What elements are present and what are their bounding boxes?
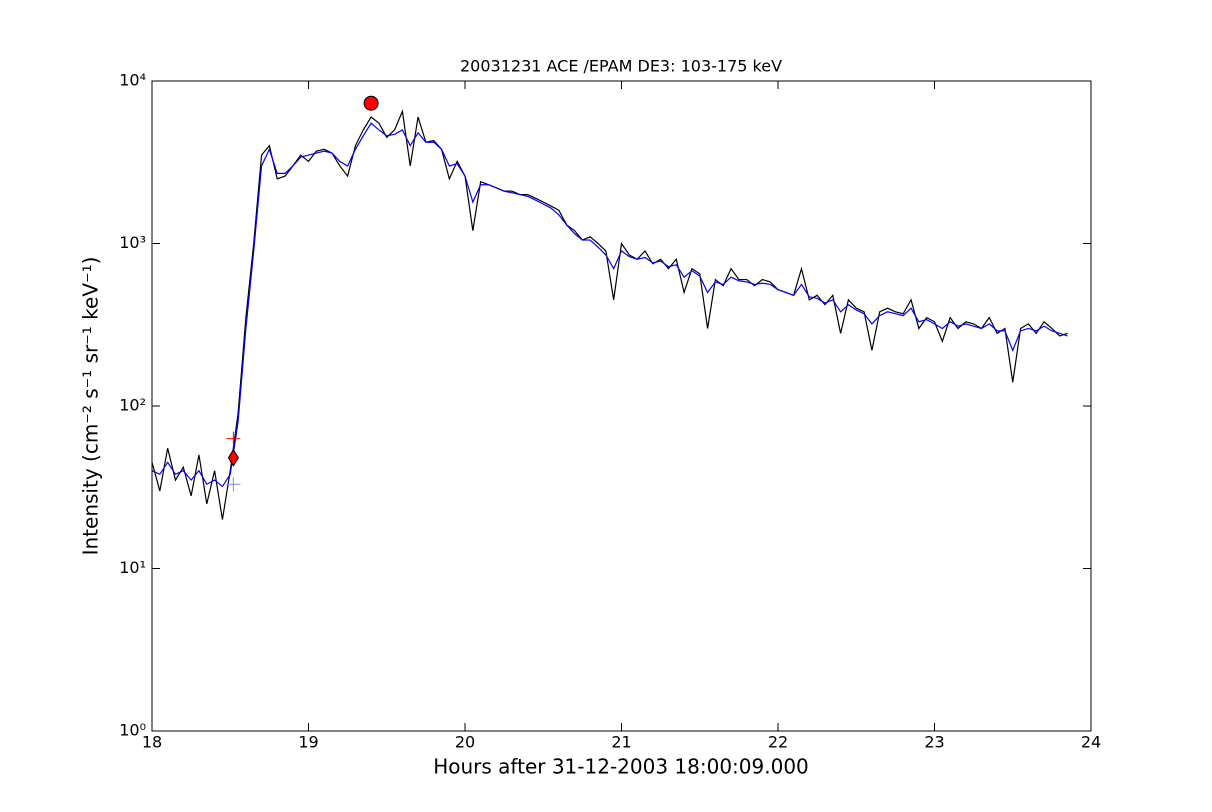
data-line: [151, 122, 1068, 488]
error-marker: [226, 431, 241, 446]
y-tick-label: 10⁴: [119, 71, 146, 90]
x-tick-label: 21: [611, 733, 631, 752]
x-tick-label: 24: [1081, 733, 1101, 752]
axes-frame: [151, 80, 1092, 732]
error-marker: [226, 477, 241, 492]
peak-marker: [363, 95, 379, 111]
y-tick-label: 10³: [119, 233, 146, 252]
y-axis-label: Intensity (cm⁻² s⁻¹ sr⁻¹ keV⁻¹): [79, 257, 103, 556]
x-tick-label: 20: [455, 733, 475, 752]
x-tick-label: 23: [924, 733, 944, 752]
data-line: [151, 109, 1068, 520]
y-tick-label: 10⁰: [119, 721, 146, 740]
x-tick-label: 19: [298, 733, 318, 752]
y-tick-label: 10¹: [119, 558, 146, 577]
y-tick-label: 10²: [119, 396, 146, 415]
chart-title: 20031231 ACE /EPAM DE3: 103-175 keV: [460, 57, 782, 76]
onset-marker: [227, 448, 239, 467]
plot-area: [151, 95, 1068, 520]
x-axis-label: Hours after 31-12-2003 18:00:09.000: [433, 755, 809, 779]
x-tick-label: 22: [768, 733, 788, 752]
x-tick-label: 18: [142, 733, 162, 752]
